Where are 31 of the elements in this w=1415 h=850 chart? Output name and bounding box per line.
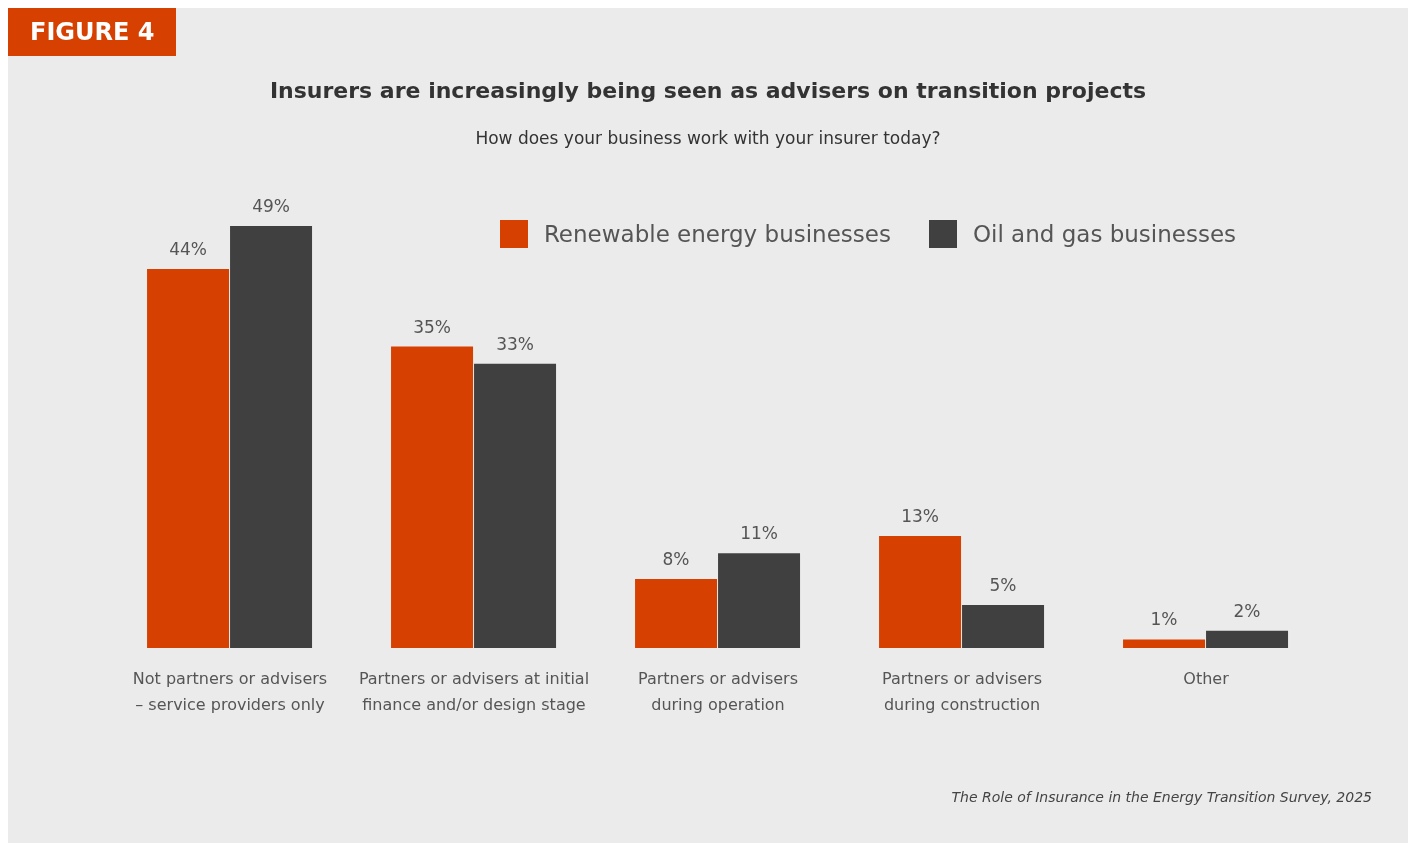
bar (391, 346, 474, 648)
bar (1206, 630, 1289, 648)
data-label: 49% (252, 196, 290, 216)
data-label: 5% (989, 574, 1017, 595)
data-label: 8% (662, 549, 690, 570)
data-label: 33% (496, 333, 534, 354)
chart-subtitle: How does your business work with your insurer today? (474, 128, 942, 148)
chart-title: Insurers are increasingly being seen as advisers on transition projects (268, 78, 1148, 103)
bar (230, 226, 313, 648)
data-label: 13% (901, 506, 939, 527)
data-label: 35% (413, 316, 451, 337)
data-label: 1% (1150, 609, 1178, 630)
bar (147, 269, 230, 648)
bar (879, 536, 962, 648)
bar (474, 363, 557, 648)
x-tick-label: Partners or advisers at initial finance and/or design stage (358, 669, 590, 714)
data-label: 44% (169, 239, 207, 260)
x-tick-label: Partners or advisers during construction (882, 669, 1042, 714)
bar (718, 553, 801, 648)
caption: FIGURE 4 (8, 8, 177, 56)
bar (962, 604, 1045, 648)
x-tick-label: Partners or advisers during operation (638, 669, 798, 714)
legend-label: Oil and gas businesses (972, 221, 1237, 247)
legend-label: Renewable energy businesses (543, 221, 891, 247)
data-label: 11% (740, 523, 778, 544)
bar (1123, 639, 1206, 648)
x-tick-label: Not partners or advisers – service providers only (132, 669, 328, 714)
x-tick-label: Other (1183, 669, 1230, 688)
text: The Role of Insurance in the Energy Transition Survey, 2025 (951, 789, 1372, 805)
data-label: 2% (1233, 600, 1261, 621)
bar (635, 579, 718, 648)
